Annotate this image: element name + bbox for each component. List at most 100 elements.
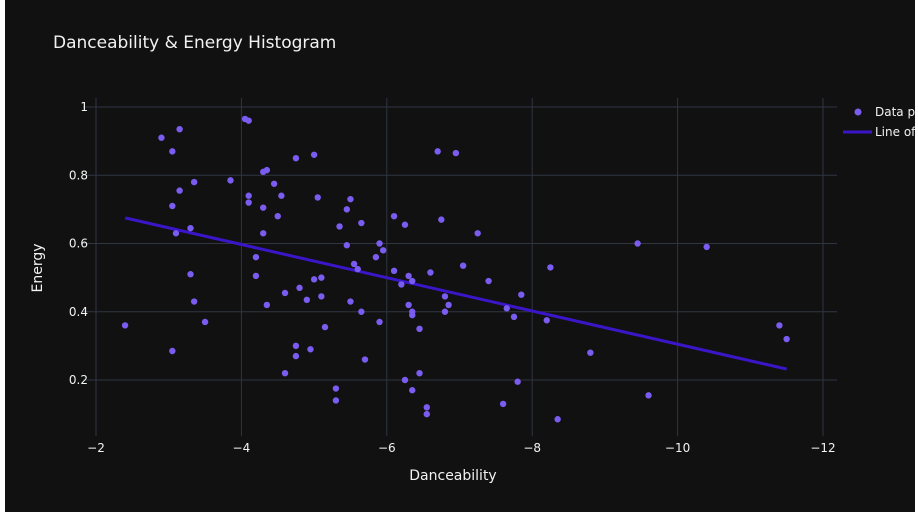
data-point [372, 253, 380, 261]
data-point [245, 199, 252, 206]
y-tick-label: 0.8 [69, 168, 88, 182]
legend-item-data-points[interactable]: Data po [854, 105, 916, 119]
data-point [438, 216, 445, 223]
data-point [474, 230, 481, 237]
x-tick-label: −4 [233, 441, 251, 455]
data-point [401, 376, 409, 384]
data-point [176, 125, 183, 133]
data-point [441, 293, 449, 300]
data-point [358, 219, 365, 227]
data-point [441, 308, 449, 315]
data-point [260, 230, 267, 237]
x-tick-label: −6 [378, 441, 396, 455]
data-point [390, 267, 398, 274]
data-point [347, 298, 354, 305]
data-point [292, 154, 300, 162]
data-point [547, 264, 554, 271]
data-point [398, 281, 405, 288]
data-point [201, 318, 209, 326]
x-tick-label: −8 [523, 441, 541, 455]
legend-label-line-of-best-fit: Line of [875, 125, 915, 139]
data-point [409, 277, 416, 285]
data-point [227, 177, 234, 184]
y-tick-label: 0.6 [69, 237, 88, 251]
data-point [554, 416, 561, 423]
data-point [445, 301, 452, 309]
data-point [169, 148, 176, 155]
data-point [361, 356, 369, 363]
data-point [376, 240, 383, 247]
data-point [321, 323, 329, 331]
data-point [336, 223, 343, 230]
data-point [459, 262, 467, 269]
data-point [510, 313, 518, 321]
data-point [452, 149, 460, 157]
data-point [434, 148, 441, 155]
y-tick-label: 0.4 [69, 305, 88, 319]
x-tick-label: −10 [665, 441, 690, 455]
data-point [310, 276, 318, 283]
data-point [776, 322, 783, 329]
data-point [416, 325, 423, 333]
data-point [281, 369, 289, 377]
data-point [278, 192, 285, 199]
data-point [587, 349, 594, 356]
data-point [390, 213, 398, 220]
data-point [634, 240, 641, 247]
legend-label-data-points: Data po [875, 105, 915, 119]
data-point [172, 230, 180, 237]
data-point [783, 335, 790, 343]
legend-item-line-of-best-fit[interactable]: Line of [843, 125, 915, 139]
data-point [292, 352, 300, 360]
data-point [354, 265, 361, 273]
data-point [121, 322, 129, 329]
data-point [310, 151, 318, 158]
data-point [303, 296, 311, 304]
legend[interactable]: Data po Line of [843, 105, 915, 139]
data-point [169, 202, 176, 210]
data-point [260, 204, 267, 211]
data-point [292, 342, 300, 350]
data-point [499, 400, 507, 408]
data-point [307, 346, 314, 353]
data-point [252, 253, 260, 261]
data-point [409, 311, 416, 319]
y-tick-labels: 0.2 0.4 0.6 0.8 1 [69, 100, 88, 387]
data-point [190, 178, 198, 186]
best-fit-line [124, 216, 787, 371]
y-tick-label: 0.2 [69, 373, 88, 387]
data-point [416, 369, 423, 377]
data-point [645, 392, 652, 399]
data-point [343, 206, 351, 213]
data-point [518, 291, 525, 298]
data-point [169, 347, 176, 355]
data-point [332, 385, 340, 392]
data-point [514, 378, 521, 385]
data-point [703, 243, 710, 251]
data-point [274, 213, 281, 220]
data-point [423, 410, 430, 418]
chart-panel: Danceability & Energy Histogram 0.2 0.4 0.… [5, 0, 915, 512]
data-point [358, 308, 365, 315]
data-point [245, 192, 252, 199]
gridlines [83, 98, 837, 436]
data-point [190, 298, 198, 305]
data-point [376, 318, 383, 326]
data-point [343, 242, 351, 249]
data-point [263, 166, 271, 174]
data-point [245, 117, 252, 124]
data-point [158, 134, 165, 141]
x-tick-label: −2 [87, 441, 105, 455]
data-point [314, 194, 321, 201]
data-point [405, 301, 412, 309]
y-axis-title: Energy [30, 243, 46, 292]
y-tick-label: 1 [80, 100, 88, 114]
x-tick-labels: −2 −4 −6 −8 −10 −12 [87, 441, 836, 455]
data-point [543, 317, 550, 324]
data-point [485, 277, 492, 285]
data-point [423, 404, 430, 411]
data-point [401, 221, 409, 228]
data-point [176, 187, 183, 194]
data-point [350, 260, 358, 268]
data-point [252, 272, 260, 280]
